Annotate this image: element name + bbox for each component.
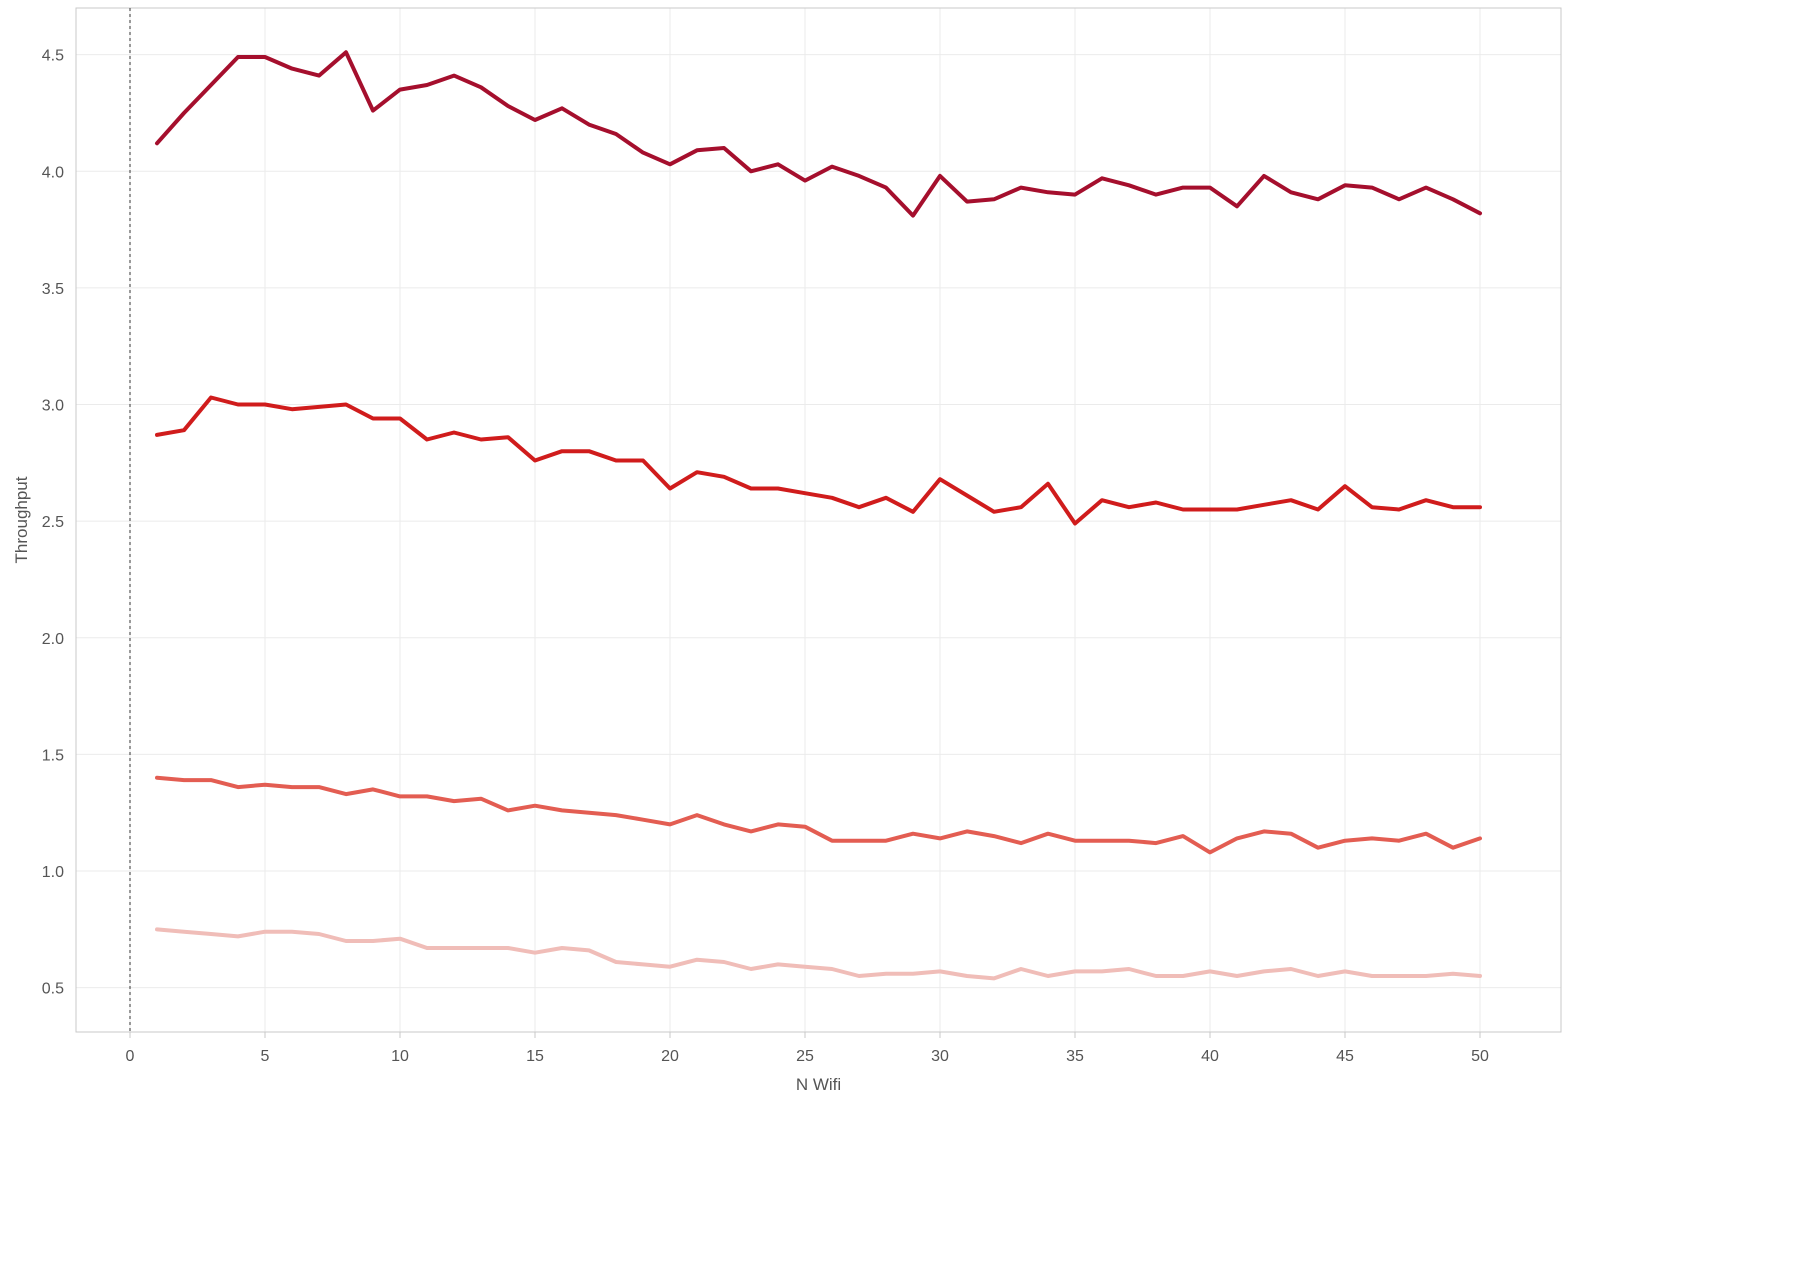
x-tick-label: 5 <box>261 1048 270 1065</box>
series-line-3 <box>155 775 1482 855</box>
chart-canvas: 0 5 10 15 20 25 30 35 40 45 50 0.5 1.0 1.5 2.0 2.5 3.0 3… <box>12 7 1562 1094</box>
y-tick-label: 4.0 <box>42 164 64 181</box>
x-tick-label: 25 <box>796 1048 814 1065</box>
plot-area-frame <box>75 7 1562 1033</box>
y-tick-label: 2.0 <box>42 631 64 648</box>
y-tick-label: 3.0 <box>42 398 64 415</box>
x-tick-label: 50 <box>1471 1048 1489 1065</box>
x-axis-ticks: 0 5 10 15 20 25 30 35 40 45 50 <box>126 1032 1489 1065</box>
x-tick-label: 0 <box>126 1048 135 1065</box>
x-tick-label: 10 <box>391 1048 409 1065</box>
y-tick-label: 1.0 <box>42 864 64 881</box>
x-tick-label: 30 <box>931 1048 949 1065</box>
y-tick-label: 0.5 <box>42 981 64 998</box>
x-tick-label: 45 <box>1336 1048 1354 1065</box>
y-tick-label: 4.5 <box>42 48 64 65</box>
y-tick-label: 1.5 <box>42 747 64 764</box>
y-tick-label: 3.5 <box>42 281 64 298</box>
x-tick-label: 35 <box>1066 1048 1084 1065</box>
x-tick-label: 20 <box>661 1048 679 1065</box>
y-axis-ticks: 0.5 1.0 1.5 2.0 2.5 3.0 3.5 4.0 4.5 <box>42 48 64 998</box>
series-line-4 <box>155 927 1482 981</box>
line-chart: 0 5 10 15 20 25 30 35 40 45 50 0.5 1.0 1.5 2.0 2.5 3.0 3… <box>12 7 1562 1094</box>
series-line-1 <box>155 50 1482 218</box>
y-tick-label: 2.5 <box>42 514 64 531</box>
gridlines <box>76 8 1561 1032</box>
series-lines <box>155 50 1482 981</box>
x-tick-label: 15 <box>526 1048 544 1065</box>
series-line-2 <box>155 395 1482 526</box>
x-tick-label: 40 <box>1201 1048 1219 1065</box>
y-axis-title: Throughput <box>12 476 31 563</box>
x-axis-title: N Wifi <box>796 1075 841 1094</box>
